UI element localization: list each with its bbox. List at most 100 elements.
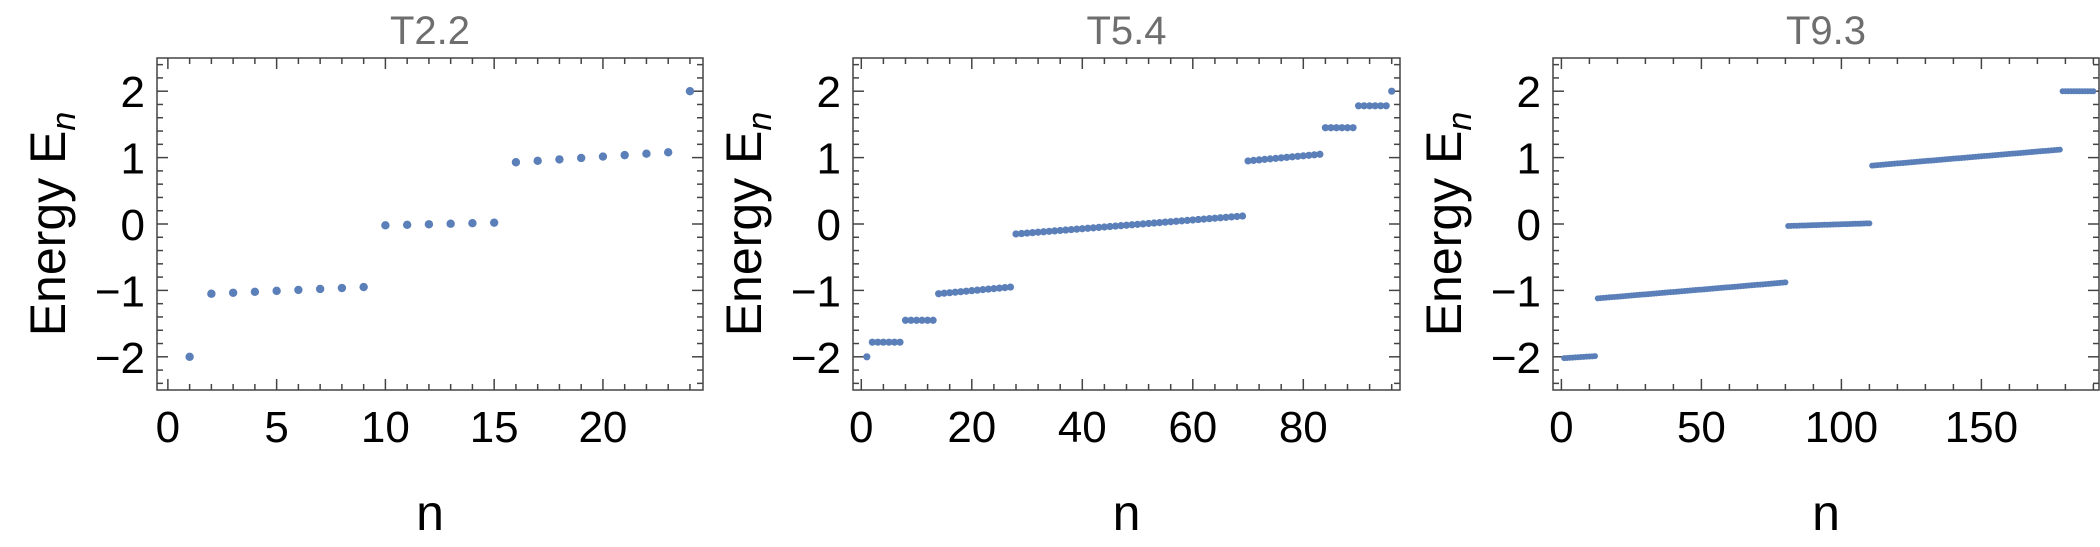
panel-2-point: [863, 353, 871, 361]
panel-1-point: [663, 148, 673, 157]
panel-2-point: [929, 316, 937, 324]
panel-2-point: [1327, 124, 1335, 132]
panel-2-point: [1200, 215, 1208, 223]
panel-1-point: [337, 283, 347, 293]
panel-2-point: [1100, 223, 1108, 231]
panel-1-point: [294, 285, 303, 295]
panel-1-point: [576, 153, 586, 163]
panel-2-point: [1106, 222, 1114, 231]
panel-1-point: [642, 149, 651, 158]
panel-2-point: [1233, 212, 1241, 221]
panel-2-point: [1172, 217, 1180, 225]
panel-2-point: [1067, 225, 1075, 234]
panel-2-point: [1122, 221, 1131, 229]
panel-2-point: [1349, 124, 1357, 132]
panel-2-ytick-label: 2: [817, 68, 841, 117]
panel-2-point: [923, 316, 932, 324]
panel-2-point: [912, 316, 921, 324]
panel-1-point: [620, 150, 629, 160]
panel-2-point: [1156, 218, 1164, 227]
panel-2-point: [1145, 219, 1153, 228]
panel-2-point: [1028, 229, 1037, 237]
panel-2-point: [1139, 220, 1147, 228]
panel-2-point: [1117, 222, 1125, 230]
panel-2-point: [1062, 226, 1070, 234]
panel-1-point: [185, 352, 194, 361]
panel-2-point: [1167, 218, 1175, 226]
panel-2-point: [1288, 153, 1296, 161]
panel-3-point: [2056, 146, 2063, 153]
panel-2-point: [1189, 216, 1197, 224]
panel-1-xlabel: n: [416, 485, 444, 541]
panel-2-point: [1272, 154, 1280, 162]
panel-2-point: [1294, 152, 1302, 160]
panel-2-point: [1073, 225, 1081, 233]
panel-3-ytick-label: 2: [1517, 68, 1541, 117]
panel-2-point: [1338, 124, 1346, 132]
panel-2-point: [1084, 224, 1092, 232]
panel-1-xtick-label: 5: [264, 403, 288, 452]
panel-2-xlabel: n: [1113, 485, 1141, 541]
panel-3-xtick-label: 0: [1549, 403, 1573, 452]
panel-1-point: [468, 219, 477, 228]
panel-2-point: [1366, 102, 1374, 110]
panel-1-title: T2.2: [390, 9, 470, 53]
panel-2-point: [1205, 215, 1213, 223]
panel-2-point: [984, 285, 992, 293]
panel-3-xtick-label: 50: [1677, 403, 1726, 452]
panel-2-ytick-label: −2: [791, 334, 841, 383]
panel-2-point: [1078, 225, 1086, 233]
panel-2-point: [1255, 156, 1263, 164]
panel-1-point: [489, 218, 499, 227]
panel-1-xtick-label: 0: [156, 403, 180, 452]
panel-2-point: [1249, 156, 1258, 165]
panel-3-xtick-label: 150: [1945, 403, 2018, 452]
panel-2-point: [1354, 102, 1363, 110]
panel-2-point: [1377, 102, 1385, 110]
panel-2-point: [940, 289, 948, 297]
panel-1-ytick-label: −1: [95, 267, 145, 316]
panel-1-point: [424, 220, 434, 229]
panel-1-point: [685, 87, 695, 96]
panel-2-point: [1332, 124, 1341, 132]
panel-2-point: [962, 287, 970, 295]
panel-1-ytick-label: 2: [121, 68, 145, 117]
panel-2-point: [1001, 283, 1009, 292]
panel-2-point: [1194, 215, 1202, 224]
panel-1-point: [381, 221, 390, 230]
panel-3-ytick-label: 0: [1517, 201, 1541, 250]
panel-1-xtick-label: 20: [578, 403, 627, 452]
panel-2-ylabel-subscript: n: [741, 112, 779, 131]
panel-2-point: [1227, 213, 1236, 221]
panel-2-point: [1150, 219, 1158, 227]
panel-2-point: [1095, 223, 1103, 232]
panel-1-point: [446, 219, 455, 228]
panel-2-point: [901, 316, 910, 324]
panel-2-point: [990, 285, 998, 293]
panel-1-point: [359, 282, 368, 292]
panel-2-point: [1006, 283, 1015, 291]
panel-2-ylabel: Energy En: [716, 112, 779, 337]
panel-2-point: [1216, 214, 1225, 222]
panel-3-ytick-label: −2: [1491, 334, 1541, 383]
panel-1-ytick-label: 0: [121, 201, 145, 250]
panel-2-point: [907, 316, 915, 324]
panel-2-point: [946, 289, 954, 297]
panel-2-point: [1371, 102, 1379, 110]
panel-1-point: [555, 155, 564, 164]
panel-3-ylabel: Energy En: [1416, 112, 1479, 337]
panel-2-point: [1382, 102, 1390, 110]
panel-2-point: [995, 284, 1004, 292]
panel-2-point: [1045, 227, 1053, 235]
panel-3-point: [2090, 88, 2097, 95]
panel-2-point: [1310, 151, 1318, 159]
panel-1-point: [533, 156, 542, 166]
panel-2-xtick-label: 40: [1058, 403, 1107, 452]
panel-2-point: [1244, 157, 1252, 165]
panel-2-xtick-label: 20: [947, 403, 996, 452]
panel-2-point: [1128, 221, 1136, 229]
panel-2-point: [1277, 154, 1285, 162]
panel-2-point: [1283, 153, 1291, 161]
